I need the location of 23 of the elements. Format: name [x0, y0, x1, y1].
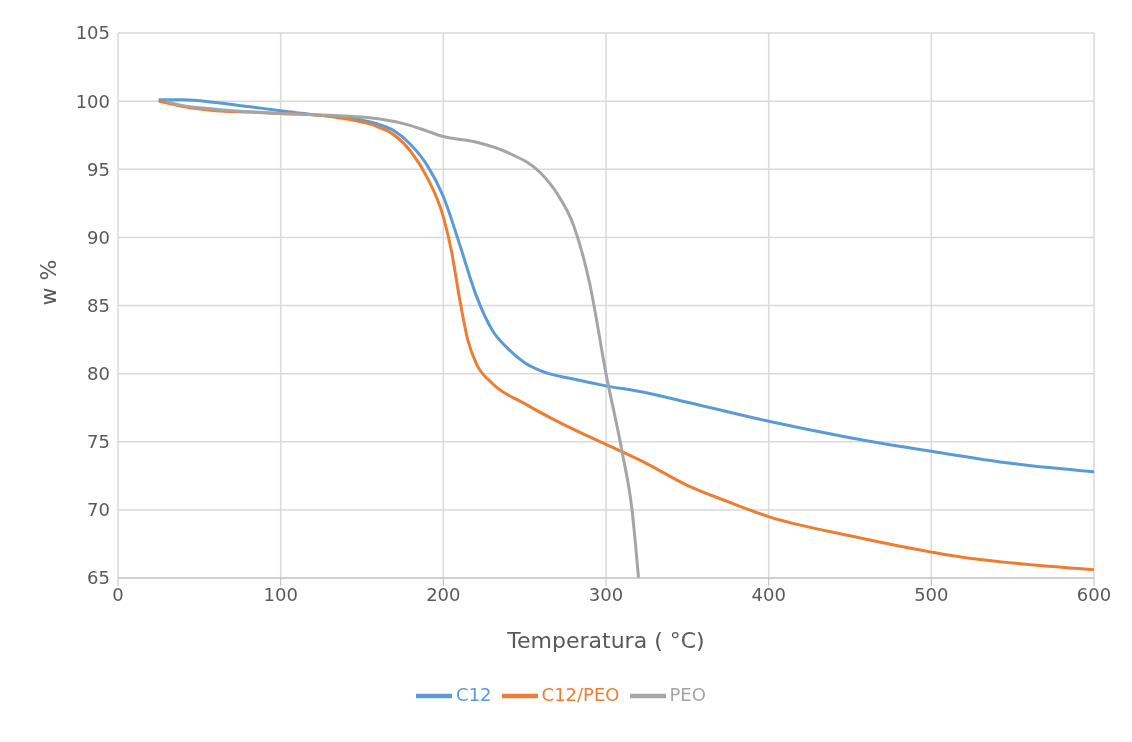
y-axis-title: w % [35, 259, 61, 306]
y-tick-label: 70 [87, 499, 110, 521]
x-tick-label: 100 [263, 583, 298, 605]
x-tick-label: 600 [1076, 583, 1112, 605]
legend-label: C12 [456, 684, 492, 705]
x-tick-label: 500 [914, 583, 949, 605]
y-tick-label: 105 [75, 22, 110, 44]
y-tick-label: 80 [87, 363, 110, 385]
x-tick-label: 300 [588, 583, 624, 605]
line-series [157, 98, 1094, 474]
y-tick-label: 95 [87, 158, 110, 180]
y-tick-label: 90 [87, 226, 110, 248]
x-tick-label: 400 [751, 583, 786, 605]
y-tick-label: 85 [87, 294, 110, 316]
x-axis-title: Temperatura ( °C) [506, 628, 705, 653]
x-tick-label: 0 [112, 583, 124, 605]
y-tick-label: 65 [87, 567, 110, 589]
legend-label: C12/PEO [541, 684, 620, 705]
x-tick-label: 200 [426, 583, 461, 605]
line-series [165, 99, 641, 578]
y-tick-label: 100 [75, 90, 110, 112]
legend-label: PEO [669, 684, 706, 705]
y-tick-label: 75 [87, 431, 110, 453]
